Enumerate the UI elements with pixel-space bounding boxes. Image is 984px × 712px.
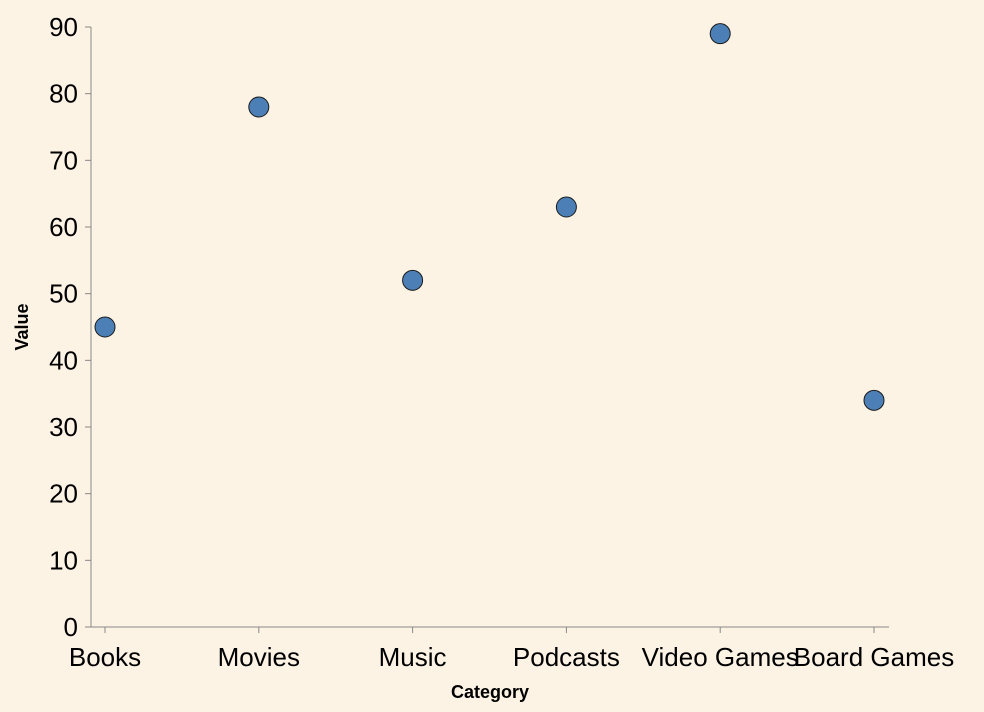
x-tick-label: Music bbox=[379, 642, 447, 672]
x-tick-label: Movies bbox=[218, 642, 300, 672]
y-tick-label: 0 bbox=[64, 612, 78, 642]
y-tick-label: 30 bbox=[49, 412, 78, 442]
x-axis-title: Category bbox=[451, 682, 529, 702]
data-point bbox=[248, 96, 270, 118]
y-axis: 0 10 20 30 40 50 60 70 80 90 bbox=[49, 12, 92, 642]
data-point bbox=[402, 269, 424, 291]
data-points bbox=[94, 23, 885, 411]
x-tick-label: Board Games bbox=[794, 642, 954, 672]
data-point bbox=[555, 196, 577, 218]
y-axis-title: Value bbox=[12, 303, 32, 350]
y-tick-label: 60 bbox=[49, 212, 78, 242]
y-tick-label: 80 bbox=[49, 79, 78, 109]
x-axis: Books Movies Music Podcasts Video GamesBoard… bbox=[69, 626, 954, 672]
data-point bbox=[94, 316, 116, 338]
data-point bbox=[863, 389, 885, 411]
y-tick-label: 90 bbox=[49, 12, 78, 42]
y-tick-label: 10 bbox=[49, 545, 78, 575]
x-tick-label: Podcasts bbox=[513, 642, 620, 672]
data-point bbox=[709, 23, 731, 45]
y-tick-label: 50 bbox=[49, 279, 78, 309]
x-tick-label: Books bbox=[69, 642, 141, 672]
y-tick-label: 40 bbox=[49, 345, 78, 375]
x-tick-label: Video Games bbox=[642, 642, 799, 672]
y-tick-label: 20 bbox=[49, 479, 78, 509]
y-tick-label: 70 bbox=[49, 145, 78, 175]
